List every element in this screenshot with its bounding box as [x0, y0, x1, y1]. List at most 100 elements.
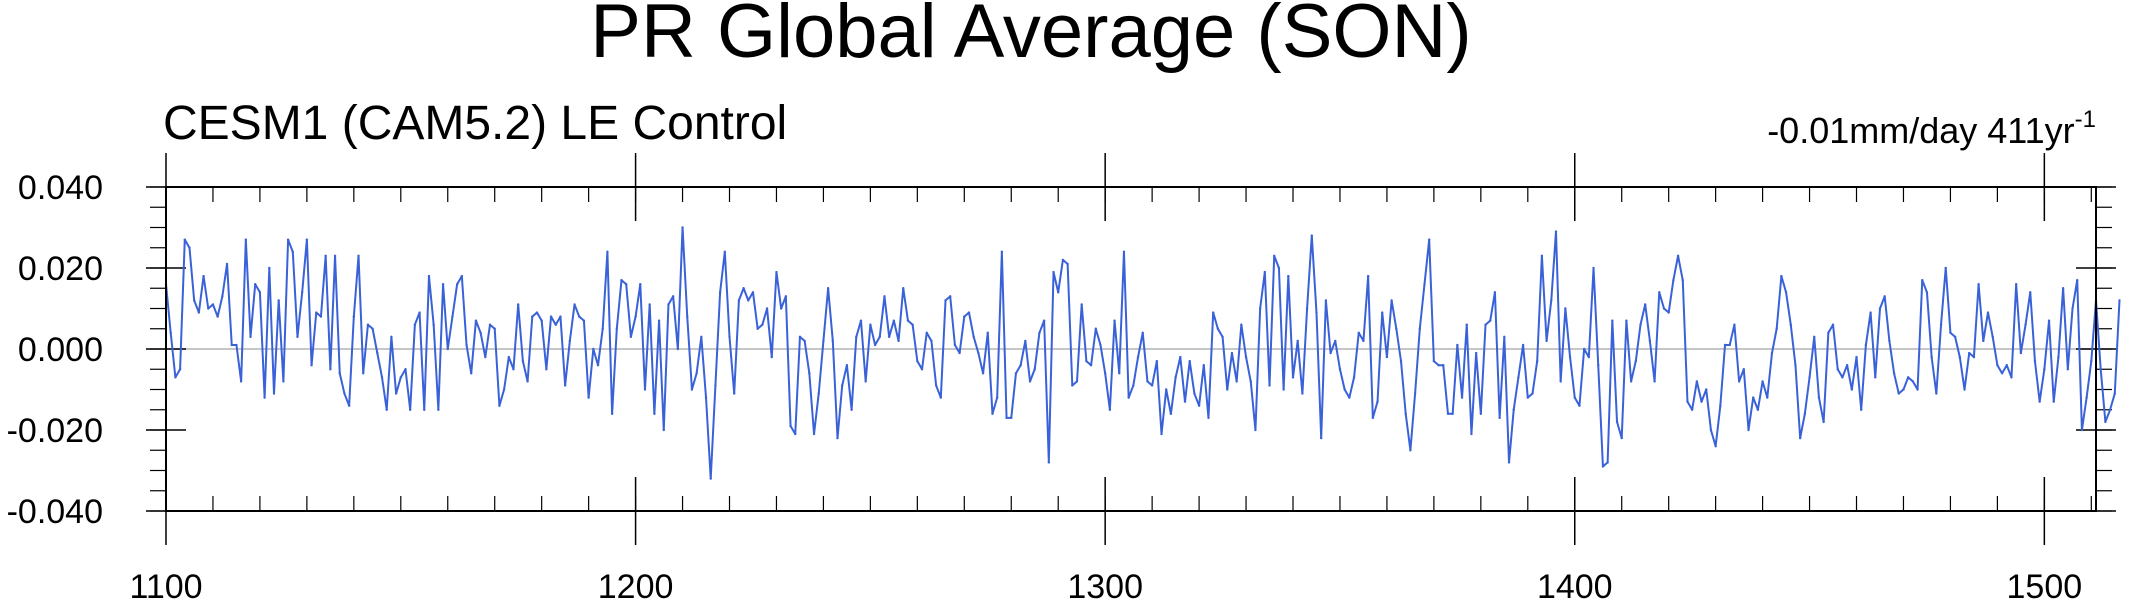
data-point: [1836, 368, 1839, 371]
data-point: [404, 368, 407, 371]
data-point: [244, 238, 248, 241]
data-point: [1968, 351, 1971, 355]
data-point: [263, 396, 266, 399]
data-point: [709, 477, 712, 480]
data-point: [1244, 355, 1248, 359]
data-point: [1315, 311, 1318, 314]
data-point: [1193, 392, 1196, 395]
data-point: [394, 392, 398, 395]
data-point: [291, 250, 294, 253]
data-point: [1921, 278, 1924, 282]
data-point: [1559, 380, 1562, 383]
data-point: [1263, 270, 1267, 274]
data-point: [643, 388, 647, 391]
data-point: [1972, 355, 1976, 359]
data-point: [1794, 364, 1797, 367]
data-point: [1526, 396, 1530, 399]
data-point: [225, 262, 229, 266]
data-point: [1770, 351, 1774, 355]
data-point: [1207, 416, 1210, 420]
data-point: [925, 331, 928, 334]
data-point: [1071, 384, 1074, 387]
data-point: [798, 335, 802, 339]
data-point: [1343, 388, 1346, 391]
data-point: [1484, 323, 1487, 326]
data-point: [366, 323, 370, 326]
data-point: [545, 368, 548, 371]
data-point: [2029, 291, 2032, 294]
x-tick-label: 1400: [1537, 568, 1613, 603]
data-point: [1747, 428, 1750, 432]
data-point: [784, 295, 788, 298]
data-point: [1653, 380, 1656, 383]
data-point: [1165, 388, 1168, 391]
data-point: [1667, 311, 1670, 314]
data-point: [1075, 380, 1079, 383]
data-point: [986, 331, 989, 334]
y-tick-label: 0.040: [18, 169, 103, 207]
data-point: [1113, 319, 1116, 322]
data-point: [1155, 359, 1159, 363]
data-point: [667, 303, 670, 306]
data-point: [1963, 388, 1966, 391]
data-point: [1723, 343, 1727, 347]
data-point: [1944, 266, 1947, 270]
data-point: [629, 335, 633, 339]
data-point: [751, 291, 755, 294]
data-point: [1554, 230, 1558, 233]
data-point: [991, 412, 994, 415]
data-point: [972, 335, 975, 339]
data-point: [1413, 392, 1417, 395]
data-point: [873, 343, 877, 347]
data-point: [427, 274, 431, 278]
data-point: [470, 372, 473, 375]
data-point: [1183, 400, 1187, 403]
data-point: [887, 335, 891, 339]
data-point: [1395, 327, 1398, 330]
data-point: [723, 250, 727, 253]
data-point: [1211, 311, 1215, 314]
data-point: [1883, 295, 1886, 298]
data-point: [1319, 436, 1323, 440]
data-point: [2113, 392, 2116, 395]
data-point: [1813, 335, 1816, 339]
data-point: [1582, 347, 1586, 351]
data-point: [507, 355, 510, 359]
data-point: [690, 388, 694, 391]
y-tick-label: -0.040: [7, 493, 103, 531]
data-point: [906, 319, 910, 322]
chart-subtitle: CESM1 (CAM5.2) LE Control: [163, 97, 787, 150]
data-point: [455, 283, 459, 286]
data-point: [1089, 364, 1093, 367]
data-point: [596, 364, 600, 367]
data-point: [2104, 420, 2107, 424]
data-point: [1503, 335, 1506, 339]
data-point: [1230, 351, 1234, 355]
data-point: [578, 315, 581, 318]
data-point: [958, 351, 961, 355]
data-point: [1118, 372, 1121, 375]
data-point: [268, 266, 271, 270]
data-point: [498, 404, 501, 407]
data-point: [1535, 359, 1539, 363]
data-point: [1310, 234, 1313, 237]
data-point: [653, 412, 656, 415]
data-point: [305, 238, 309, 241]
data-point: [1254, 428, 1257, 432]
data-point: [526, 380, 529, 383]
data-point: [1376, 400, 1379, 403]
data-point: [855, 335, 858, 339]
data-point: [347, 404, 351, 407]
data-point: [1479, 412, 1483, 415]
data-point: [822, 339, 825, 343]
data-point: [1470, 432, 1473, 436]
data-point: [1822, 420, 1825, 424]
data-point: [352, 315, 356, 318]
data-point: [465, 343, 468, 347]
data-point: [686, 315, 689, 318]
data-point: [1437, 364, 1440, 367]
data-point: [1329, 351, 1332, 355]
data-point: [1845, 364, 1849, 367]
data-point: [1404, 412, 1407, 415]
data-point: [451, 315, 454, 318]
